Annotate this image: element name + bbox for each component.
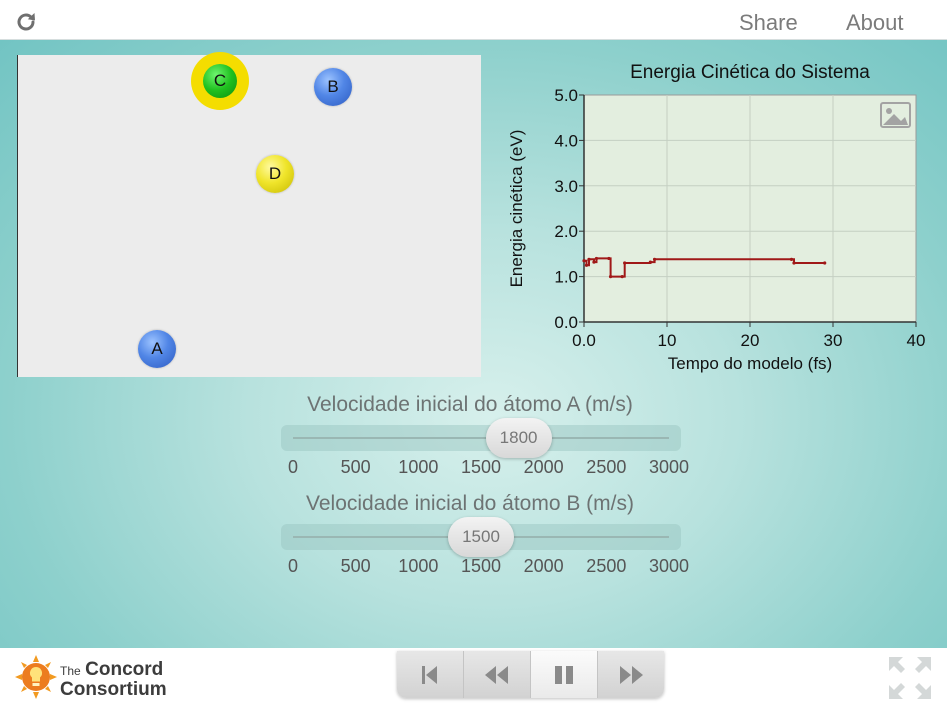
slider-tick-label: 1000 — [398, 556, 439, 576]
atom-d[interactable]: D — [256, 155, 294, 193]
image-icon — [880, 102, 911, 128]
slider-b-label: Velocidade inicial do átomo B (m/s) — [306, 492, 634, 515]
data-point — [587, 257, 591, 261]
atom-b-label: B — [327, 77, 339, 96]
image-icon-mountain — [883, 114, 908, 125]
data-point — [607, 256, 611, 261]
logo-consortium-text: Consortium — [60, 679, 167, 700]
slider-tick-label: 1500 — [460, 457, 502, 477]
x-tick-label: 40 — [907, 331, 926, 350]
slider-a-handle[interactable]: 1800 — [485, 418, 552, 458]
concord-logo-icon — [15, 655, 57, 699]
y-tick-label: 5.0 — [554, 86, 578, 105]
data-point — [582, 259, 586, 263]
slider-tick-label: 0 — [287, 457, 299, 477]
concord-logo: The Concord Consortium — [60, 660, 167, 699]
atom-c[interactable]: C — [203, 64, 237, 98]
slider-b-handle[interactable]: 1500 — [448, 517, 514, 557]
kinetic-energy-graph: 0.0 10 20 30 40 0.0 1.0 2.0 3.0 4.0 5.0 Tempo do mo… — [507, 86, 926, 373]
step-back-icon — [485, 665, 508, 684]
data-point — [592, 260, 596, 264]
y-tick-label: 2.0 — [554, 222, 578, 241]
logo-concord-text: Concord — [85, 659, 164, 680]
go-to-start-icon — [422, 665, 437, 684]
data-point — [608, 275, 613, 279]
slider-tick-label: 1500 — [460, 556, 502, 576]
slider-tick-label: 2000 — [523, 457, 564, 477]
slider-tick-label: 0 — [287, 556, 299, 576]
slider-tick-label: 500 — [340, 457, 371, 477]
data-point — [620, 275, 624, 279]
slider-tick-label: 1000 — [398, 457, 439, 477]
step-forward-icon — [620, 665, 643, 684]
y-axis-title: Energia cinética (eV) — [507, 130, 526, 288]
x-axis-title: Tempo do modelo (fs) — [668, 354, 832, 373]
top-bar: Share About — [0, 0, 947, 40]
y-tick-label: 0.0 — [554, 313, 578, 332]
atom-c-label: C — [213, 71, 227, 90]
about-link[interactable]: About — [846, 10, 904, 35]
slider-tick-label: 2000 — [523, 556, 564, 576]
x-tick-label: 30 — [824, 331, 843, 350]
logo-the-text: The — [60, 664, 81, 678]
data-point — [623, 261, 627, 265]
atom-a[interactable]: A — [138, 330, 176, 368]
x-tick-label: 10 — [658, 331, 677, 350]
slider-a-track[interactable]: 1800 — [281, 418, 681, 458]
data-point — [594, 256, 599, 261]
slider-a-ticks: 0 500 1000 1500 2000 2500 3000 — [270, 457, 720, 479]
y-tick-label: 1.0 — [554, 268, 578, 287]
slider-tick-label: 2500 — [586, 457, 627, 477]
data-point — [652, 257, 657, 261]
x-tick-label: 20 — [741, 331, 760, 350]
data-point — [823, 261, 827, 265]
x-tick-label: 0.0 — [572, 331, 596, 350]
slider-b-track[interactable]: 1500 — [281, 517, 681, 557]
playback-controls — [397, 651, 664, 698]
go-to-start-button[interactable] — [397, 651, 464, 698]
slider-tick-label: 2500 — [586, 556, 627, 576]
atom-b[interactable]: B — [314, 68, 352, 106]
reload-icon[interactable] — [14, 10, 38, 34]
slider-tick-label: 3000 — [648, 457, 690, 477]
data-point — [648, 260, 652, 264]
fullscreen-icon[interactable] — [887, 655, 933, 701]
image-icon-sun — [886, 108, 892, 114]
slider-a-line — [293, 437, 669, 439]
data-point — [584, 263, 589, 267]
slider-b-ticks: 0 500 1000 1500 2000 2500 3000 — [270, 556, 720, 578]
y-tick-label: 3.0 — [554, 177, 578, 196]
pause-button[interactable] — [531, 651, 598, 698]
data-point — [789, 257, 794, 261]
data-point — [792, 261, 796, 265]
graph-title: Energia Cinética do Sistema — [630, 62, 870, 83]
y-tick-label: 4.0 — [554, 131, 578, 150]
share-link[interactable]: Share — [739, 10, 798, 35]
atom-d-label: D — [268, 164, 282, 183]
step-back-button[interactable] — [464, 651, 531, 698]
molecular-model-view[interactable]: C B D A — [17, 52, 481, 377]
pause-icon — [555, 665, 573, 684]
step-forward-button[interactable] — [598, 651, 664, 698]
slider-tick-label: 500 — [340, 556, 371, 576]
slider-tick-label: 3000 — [648, 556, 690, 576]
atom-a-label: A — [151, 339, 163, 358]
slider-a-label: Velocidade inicial do átomo A (m/s) — [307, 393, 633, 416]
